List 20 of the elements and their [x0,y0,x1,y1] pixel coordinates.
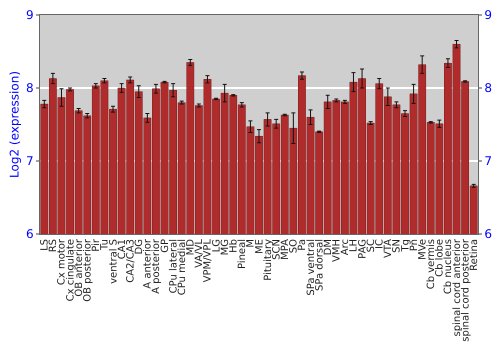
y2-tick-label: 9 [484,8,492,22]
y-axis-title: Log2 (expression) [7,71,22,178]
x-tick-label: Pituitary [262,238,274,281]
y-tick-label: 7 [26,154,34,168]
x-tick-label: Retina [468,239,480,271]
x-tick-label: spinal cord posterior [460,238,472,342]
y2-tick-label: 8 [484,81,492,96]
y2-tick-label: 6 [484,227,492,242]
x-tick-label: OB posterior [82,238,94,302]
x-tick-label: GP [160,239,171,253]
x-tick-label: A posterior [151,238,162,294]
y-tick-label: 9 [26,8,34,22]
y-tick-label: 6 [26,227,34,242]
x-tick-label: MVe [417,239,428,260]
x-tick-label: Pa [297,239,308,251]
x-tick-label: Hb [228,239,240,253]
x-tick-label: ME [254,239,266,254]
y-tick-label: 8 [26,81,34,96]
x-tick-label: Tg [400,239,412,252]
y2-tick-label: 7 [484,154,492,168]
